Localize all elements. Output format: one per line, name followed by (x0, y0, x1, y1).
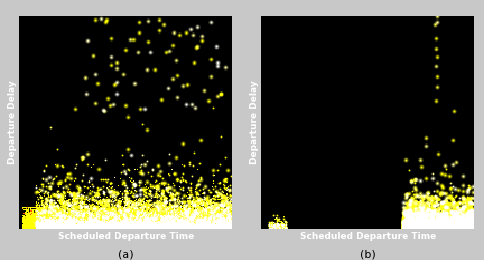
Text: (a): (a) (118, 249, 134, 259)
X-axis label: Scheduled Departure Time: Scheduled Departure Time (58, 232, 194, 240)
X-axis label: Scheduled Departure Time: Scheduled Departure Time (300, 232, 436, 240)
Y-axis label: Departure Delay: Departure Delay (250, 80, 258, 164)
Y-axis label: Departure Delay: Departure Delay (8, 80, 16, 164)
Text: (b): (b) (360, 249, 376, 259)
